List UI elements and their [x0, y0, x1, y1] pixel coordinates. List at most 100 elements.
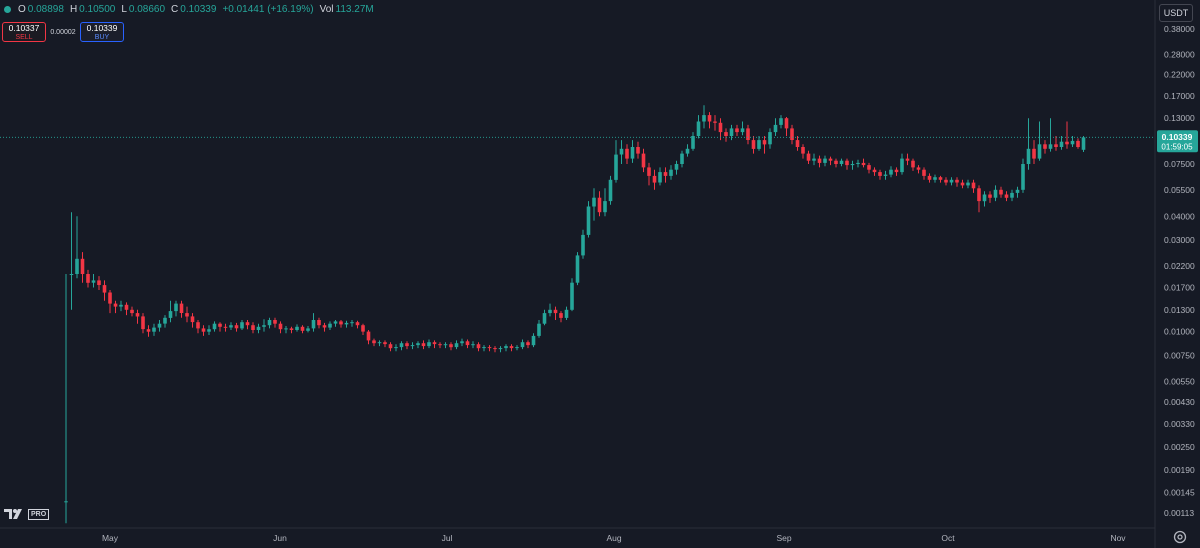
tradingview-logo-icon — [4, 509, 22, 519]
change-value: +0.01441 (+16.19%) — [222, 4, 314, 15]
y-tick-label: 0.04000 — [1164, 211, 1195, 221]
logo-pro-badge: PRO — [28, 508, 50, 520]
candle-body — [465, 341, 470, 346]
candle-body — [883, 174, 888, 176]
candle-body — [306, 328, 310, 331]
y-tick-label: 0.01700 — [1164, 283, 1195, 293]
candle-body — [867, 165, 871, 170]
candle-body — [1026, 148, 1031, 164]
candle-body — [680, 153, 684, 164]
ohlc-legend: O 0.08898 H 0.10500 L 0.08660 C 0.10339 +0.0… — [4, 4, 378, 15]
candle-body — [509, 346, 514, 349]
candle-body — [350, 322, 354, 324]
candle-body — [636, 147, 640, 154]
candle-body — [839, 160, 844, 164]
candle-body — [520, 342, 525, 348]
candle-body — [801, 147, 805, 154]
candle-body — [163, 317, 167, 324]
candle-body — [344, 322, 349, 325]
candle-body — [757, 140, 761, 149]
candle-body — [1004, 194, 1009, 198]
candle-body — [713, 121, 717, 123]
candle-body — [482, 347, 486, 349]
y-tick-label: 0.00113 — [1164, 508, 1194, 518]
candle-body — [806, 153, 811, 161]
gear-icon[interactable] — [1172, 529, 1188, 545]
currency-unit-button[interactable]: USDT — [1159, 4, 1193, 22]
candle-body — [542, 313, 547, 324]
close-label: C — [171, 4, 179, 15]
candle-body — [619, 148, 624, 155]
candle-body — [201, 328, 206, 332]
candle-body — [366, 331, 371, 341]
low-label: L — [121, 4, 127, 15]
candle-body — [460, 341, 464, 344]
candle-body — [581, 234, 585, 256]
volume-value: 113.27M — [335, 4, 374, 15]
candle-body — [234, 325, 239, 329]
candle-body — [641, 153, 646, 168]
candle-body — [394, 347, 398, 349]
candle-body — [977, 188, 981, 202]
candle-body — [768, 132, 772, 145]
y-tick-label: 0.03000 — [1164, 235, 1195, 245]
candle-body — [647, 167, 651, 176]
sell-button[interactable]: 0.10337 SELL — [2, 22, 46, 42]
candle-body — [1054, 144, 1058, 147]
x-tick-label: Sep — [776, 533, 791, 543]
candle-body — [372, 340, 376, 344]
candle-body — [944, 179, 948, 183]
x-tick-label: Oct — [941, 533, 955, 543]
candle-body — [355, 322, 360, 326]
status-dot — [4, 6, 11, 13]
candle-body — [124, 304, 129, 310]
high-label: H — [69, 4, 78, 15]
candle-body — [229, 325, 233, 328]
candle-body — [900, 158, 904, 173]
y-tick-label: 0.28000 — [1164, 49, 1195, 59]
candle-body — [922, 169, 926, 176]
candle-body — [740, 128, 745, 133]
buy-button[interactable]: 0.10339 BUY — [80, 22, 124, 42]
candle-body — [878, 172, 882, 176]
candle-body — [911, 160, 915, 168]
candle-body — [383, 342, 387, 345]
candle-body — [262, 325, 266, 327]
candle-body — [784, 118, 789, 129]
candle-body — [856, 162, 860, 164]
candle-body — [894, 169, 899, 173]
volume-label: Vol — [319, 4, 334, 15]
candle-body — [119, 304, 123, 307]
candle-body — [361, 325, 365, 332]
candle-body — [218, 323, 222, 327]
candle-body — [64, 501, 68, 503]
trade-panel: 0.10337 SELL 0.00002 0.10339 BUY — [2, 22, 124, 42]
candle-body — [388, 344, 393, 349]
candle-body — [707, 115, 712, 122]
y-tick-label: 0.00250 — [1164, 442, 1195, 452]
candle-body — [724, 132, 728, 136]
candle-body — [493, 348, 497, 350]
candle-body — [80, 258, 85, 274]
candle-body — [845, 160, 849, 166]
candle-body — [812, 158, 816, 161]
candle-body — [592, 197, 596, 207]
candle-body — [762, 140, 767, 145]
candle-body — [927, 175, 932, 180]
y-tick-label: 0.00750 — [1164, 351, 1195, 361]
candle-body — [251, 325, 255, 330]
candle-body — [405, 343, 409, 347]
current-price-label: 0.10339 — [1162, 132, 1193, 142]
y-tick-label: 0.00430 — [1164, 397, 1195, 407]
candle-body — [570, 282, 574, 310]
tradingview-logo[interactable]: PRO — [4, 508, 50, 520]
candle-body — [988, 194, 992, 198]
candle-body — [603, 201, 607, 213]
candle-body — [1021, 164, 1025, 190]
candle-body — [658, 172, 662, 183]
x-tick-label: Nov — [1110, 533, 1126, 543]
candle-body — [421, 343, 426, 347]
candle-body — [652, 175, 657, 183]
candle-body — [630, 147, 635, 159]
